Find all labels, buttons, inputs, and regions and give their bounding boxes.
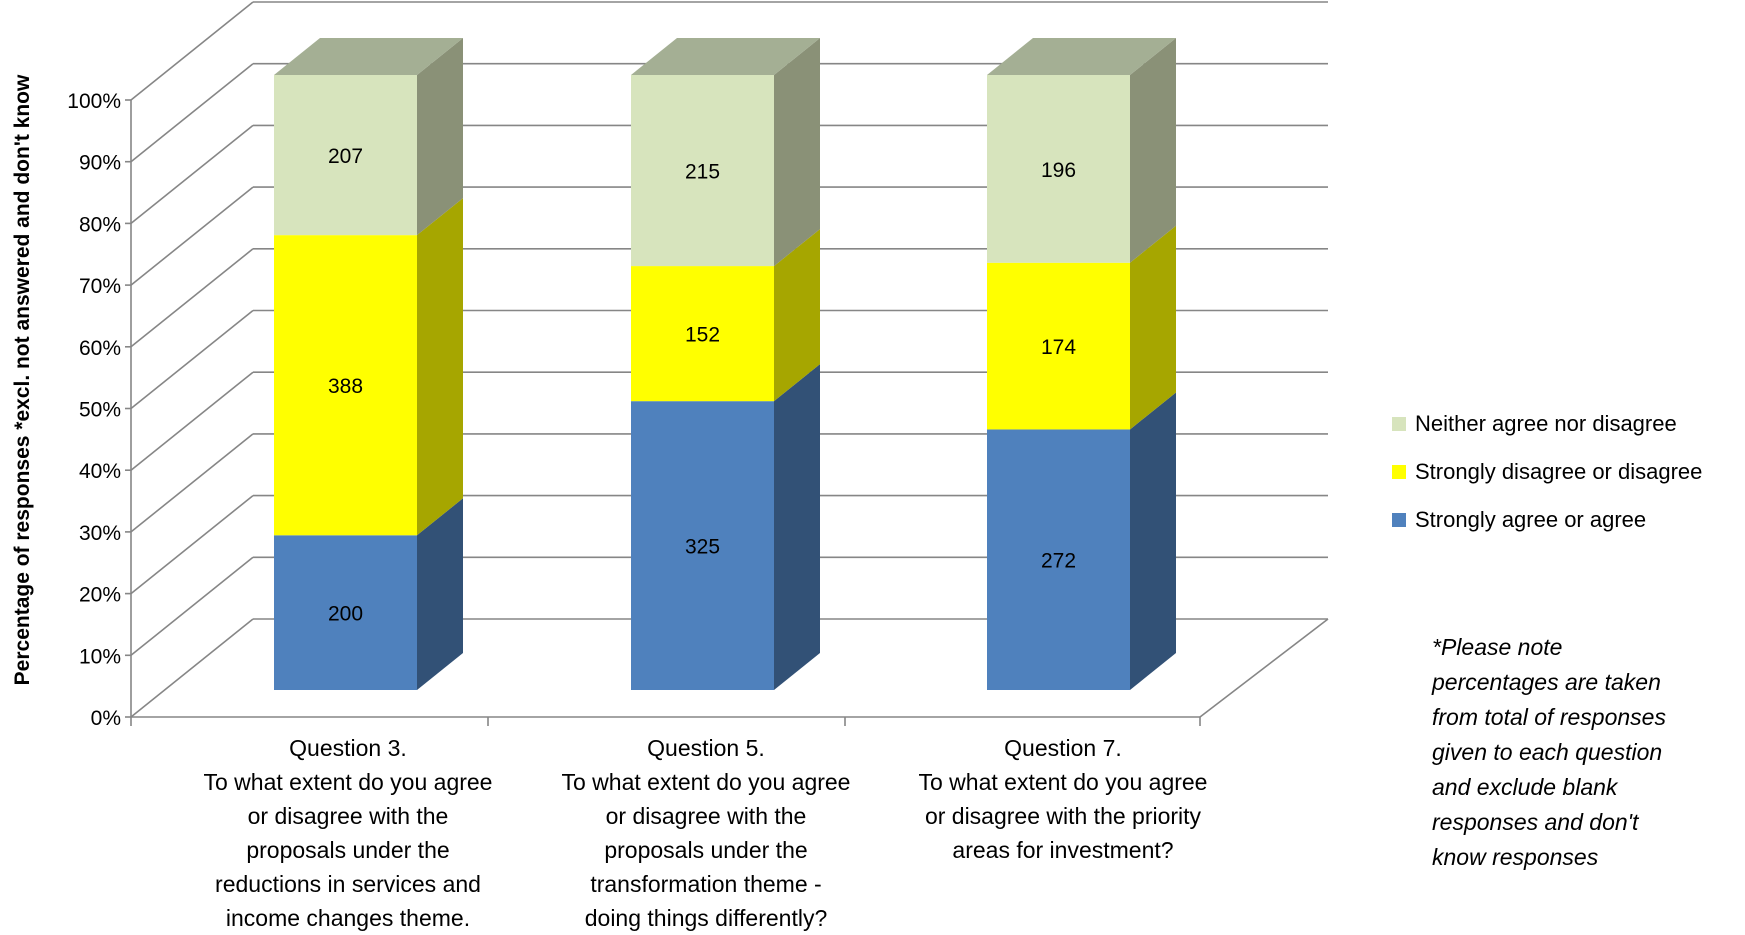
category-label-line: or disagree with the priority: [924, 803, 1202, 829]
data-label: 152: [685, 324, 720, 347]
footnote-line: from total of responses: [1432, 704, 1666, 730]
bar-segment-side: [1130, 392, 1176, 690]
depth-gridline: [130, 248, 254, 348]
category-label-line: doing things differently?: [584, 905, 828, 931]
depth-gridline: [130, 494, 254, 595]
data-label: 200: [328, 603, 363, 626]
y-tick-label: 20%: [79, 584, 121, 607]
y-tick-label: 10%: [79, 645, 121, 668]
bar-segment: [987, 262, 1130, 430]
y-tick-label: 30%: [79, 522, 121, 545]
floor-right-edge: [1199, 618, 1329, 718]
bar-segment-side: [1130, 38, 1176, 263]
legend-swatch: [1392, 465, 1406, 479]
bar-top-face: [987, 38, 1176, 75]
y-axis-title: Percentage of responses *excl. not answe…: [11, 74, 34, 685]
footnote-line: responses and don't: [1432, 809, 1639, 835]
bar-segment: [631, 75, 774, 267]
y-tick-label: 80%: [79, 213, 121, 236]
y-tick-label: 60%: [79, 337, 121, 360]
legend-label: Strongly disagree or disagree: [1415, 459, 1703, 484]
bar-segment: [631, 401, 774, 690]
category-label-line: reductions in services and: [215, 871, 481, 897]
depth-gridline: [130, 63, 254, 163]
bar-segment: [274, 235, 417, 536]
category-label-line: To what extent do you agree: [918, 769, 1208, 795]
bar-segment-side: [417, 498, 463, 690]
depth-gridline: [130, 309, 254, 410]
category-label-line: income changes theme.: [225, 905, 471, 931]
y-tick-label: 70%: [79, 275, 121, 298]
data-label: 174: [1041, 336, 1076, 359]
category-label-line: Question 3.: [289, 735, 407, 761]
footnote-line: given to each question: [1432, 739, 1663, 765]
legend: Neither agree nor disagree Strongly disag…: [1392, 400, 1702, 544]
bar-segment-side: [1130, 225, 1176, 430]
bar-segment-side: [417, 198, 463, 536]
bar-segment: [987, 75, 1130, 263]
category-label-line: proposals under the: [604, 837, 808, 863]
legend-swatch: [1392, 417, 1406, 431]
category-label-line: areas for investment?: [952, 837, 1174, 863]
data-label: 215: [685, 161, 720, 184]
bar-segment: [987, 429, 1130, 690]
category-label-line: To what extent do you agree: [203, 769, 493, 795]
category-label-line: To what extent do you agree: [561, 769, 851, 795]
category-label-line: proposals under the: [246, 837, 450, 863]
legend-label: Strongly agree or agree: [1415, 507, 1647, 532]
bar-segment-side: [774, 38, 820, 267]
bar-segment-side: [774, 364, 820, 690]
depth-gridline: [130, 433, 254, 533]
y-tick-label: 50%: [79, 399, 121, 422]
y-tick-label: 90%: [79, 152, 121, 175]
y-tick-label: 40%: [79, 460, 121, 483]
footnote-line: know responses: [1432, 844, 1599, 870]
depth-gridline: [130, 556, 254, 656]
legend-label: Neither agree nor disagree: [1415, 411, 1677, 436]
bar-top-face: [631, 38, 820, 75]
footnote-line: *Please note: [1432, 634, 1563, 660]
footnote-line: percentages are taken: [1432, 669, 1661, 695]
category-label-line: transformation theme -: [590, 871, 822, 897]
data-label: 196: [1041, 159, 1076, 182]
legend-item: Neither agree nor disagree: [1392, 400, 1702, 448]
depth-gridline: [130, 124, 254, 225]
data-label: 325: [685, 536, 720, 559]
depth-gridline: [130, 1, 254, 101]
category-label-line: Question 5.: [647, 735, 765, 761]
data-label: 388: [328, 375, 363, 398]
depth-gridline: [130, 618, 254, 718]
legend-item: Strongly agree or agree: [1392, 496, 1702, 544]
category-label: Question 5. To what extent do you agree or…: [526, 731, 886, 935]
legend-swatch: [1392, 513, 1406, 527]
y-tick-label: 100%: [67, 90, 121, 113]
category-label-line: or disagree with the: [247, 803, 449, 829]
data-label: 272: [1041, 550, 1076, 573]
legend-item: Strongly disagree or disagree: [1392, 448, 1702, 496]
bar-segment: [274, 75, 417, 236]
depth-gridline: [130, 371, 254, 471]
bar-segment-side: [417, 38, 463, 236]
bar-top-face: [274, 38, 463, 75]
bar-segment: [631, 266, 774, 402]
depth-gridline: [130, 186, 254, 286]
category-label: Question 7. To what extent do you agree or…: [883, 731, 1243, 867]
footnote-line: and exclude blank: [1432, 774, 1618, 800]
y-tick-label: 0%: [91, 707, 121, 730]
category-label: Question 3. To what extent do you agree or…: [168, 731, 528, 935]
data-label: 207: [328, 145, 363, 168]
bar-segment-side: [774, 229, 820, 402]
category-label-line: or disagree with the: [605, 803, 807, 829]
footnote: *Please note percentages are taken from to…: [1432, 630, 1732, 875]
bar-segment: [274, 535, 417, 690]
category-label-line: Question 7.: [1004, 735, 1122, 761]
